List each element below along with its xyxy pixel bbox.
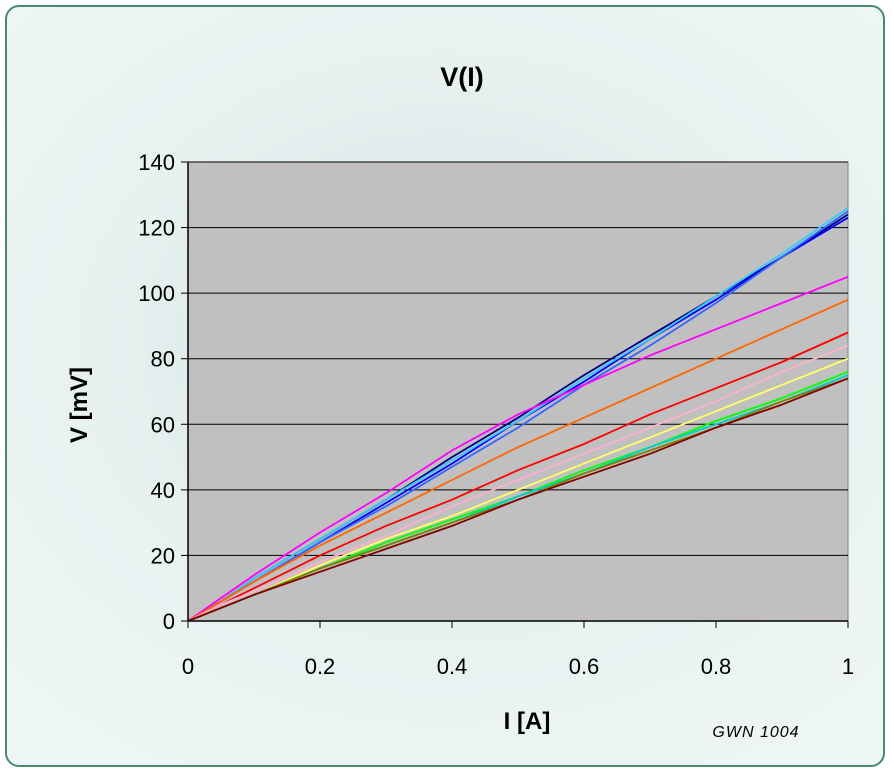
y-tick-label: 80: [151, 347, 175, 372]
y-tick-label: 20: [151, 543, 175, 568]
series-layer: [187, 207, 849, 622]
y-tick-label: 60: [151, 412, 175, 437]
x-tick-label: 0.2: [305, 654, 336, 679]
y-axis-title: V [mV]: [66, 367, 93, 443]
line-chart: V(I) 0 20 40 60 80 100 120 140 0 0.2 0.4 0.6 0.8 1 I …: [66, 62, 854, 741]
x-tick-label: 1: [842, 654, 854, 679]
series-line-5: [187, 275, 849, 622]
y-tick-label: 0: [163, 609, 175, 634]
tick-labels: 0 20 40 60 80 100 120 140 0 0.2 0.4 0.6 0.8 1: [138, 150, 854, 679]
y-tick-label: 140: [138, 150, 175, 175]
chart-frame: V(I) 0 20 40 60 80 100 120 140 0 0.2 0.4 0.6 0.8 1 I …: [5, 5, 885, 767]
x-tick-label: 0.4: [437, 654, 468, 679]
gridlines: [188, 161, 848, 556]
x-tick-label: 0.8: [701, 654, 732, 679]
x-axis-title: I [A]: [504, 708, 551, 735]
axes: [181, 161, 849, 628]
y-tick-label: 40: [151, 478, 175, 503]
series-line-6: [187, 298, 849, 622]
plot-area: [187, 161, 849, 622]
series-line-7: [187, 331, 849, 622]
x-tick-label: 0: [182, 654, 194, 679]
series-line-3: [187, 207, 849, 622]
series-line-13: [187, 377, 849, 622]
series-line-8: [187, 344, 849, 622]
chart-title: V(I): [440, 62, 484, 92]
chart-annotation: GWN 1004: [712, 724, 799, 741]
y-tick-label: 120: [138, 216, 175, 241]
x-tick-label: 0.6: [569, 654, 600, 679]
y-tick-label: 100: [138, 281, 175, 306]
